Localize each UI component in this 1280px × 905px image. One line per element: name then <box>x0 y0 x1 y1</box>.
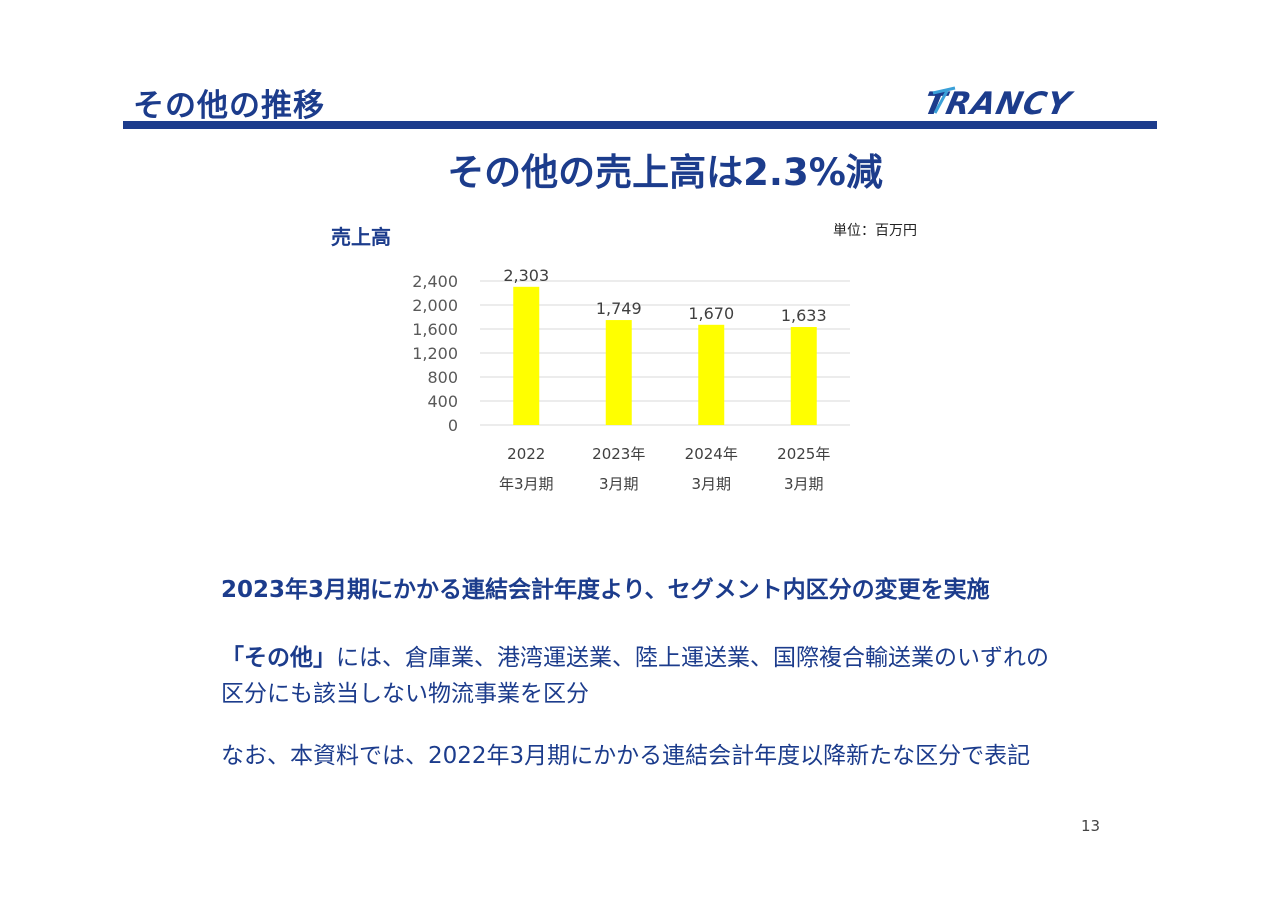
data-label: 2,303 <box>503 266 549 285</box>
sales-bar-chart: 0 400 800 1,200 1,600 2,000 2,400 2,303 2022 年3月期… <box>412 266 850 493</box>
y-tick-label: 1,600 <box>412 320 458 339</box>
note-segment-change: 2023年3月期にかかる連結会計年度より、セグメント内区分の変更を実施 <box>221 577 990 603</box>
section-title: その他の推移 <box>133 88 325 124</box>
unit-label: 単位：百万円 <box>833 223 917 239</box>
data-label: 1,670 <box>688 304 734 323</box>
note-other-definition: 「その他」には、倉庫業、港湾運送業、陸上運送業、国際複合輸送業のいずれの <box>221 638 1049 672</box>
y-tick-label: 800 <box>427 368 458 387</box>
company-logo: TRANCY <box>925 86 1077 121</box>
x-tick-label: 2025年 <box>777 445 830 463</box>
data-label: 1,749 <box>596 299 642 318</box>
bar <box>790 327 817 425</box>
note-restatement: なお、本資料では、2022年3月期にかかる連結会計年度以降新たな区分で表記 <box>221 743 1031 769</box>
note-other-keyword: 「その他」 <box>221 645 336 671</box>
y-tick-label: 1,200 <box>412 344 458 363</box>
data-label: 1,633 <box>781 306 827 325</box>
note-other-text: には、倉庫業、港湾運送業、陸上運送業、国際複合輸送業のいずれの <box>336 645 1049 671</box>
logo-text: TRANCY <box>925 86 1077 121</box>
x-tick-label: 3月期 <box>691 475 731 493</box>
x-tick-label: 3月期 <box>784 475 824 493</box>
header-rule <box>123 121 1157 129</box>
y-tick-label: 0 <box>448 416 458 435</box>
bar <box>513 286 540 425</box>
x-tick-label: 2023年 <box>592 445 645 463</box>
y-tick-label: 2,000 <box>412 296 458 315</box>
x-tick-label: 年3月期 <box>499 475 554 493</box>
note-other-definition-cont: 区分にも該当しない物流事業を区分 <box>221 681 589 707</box>
bar <box>698 324 725 425</box>
x-tick-label: 3月期 <box>599 475 639 493</box>
x-tick-label: 2022 <box>507 445 545 463</box>
bar <box>605 320 632 425</box>
page-number: 13 <box>1081 817 1101 835</box>
headline: その他の売上高は2.3%減 <box>447 151 883 194</box>
chart-label: 売上高 <box>331 225 391 249</box>
y-tick-label: 400 <box>427 392 458 411</box>
y-tick-label: 2,400 <box>412 272 458 291</box>
x-tick-label: 2024年 <box>685 445 738 463</box>
